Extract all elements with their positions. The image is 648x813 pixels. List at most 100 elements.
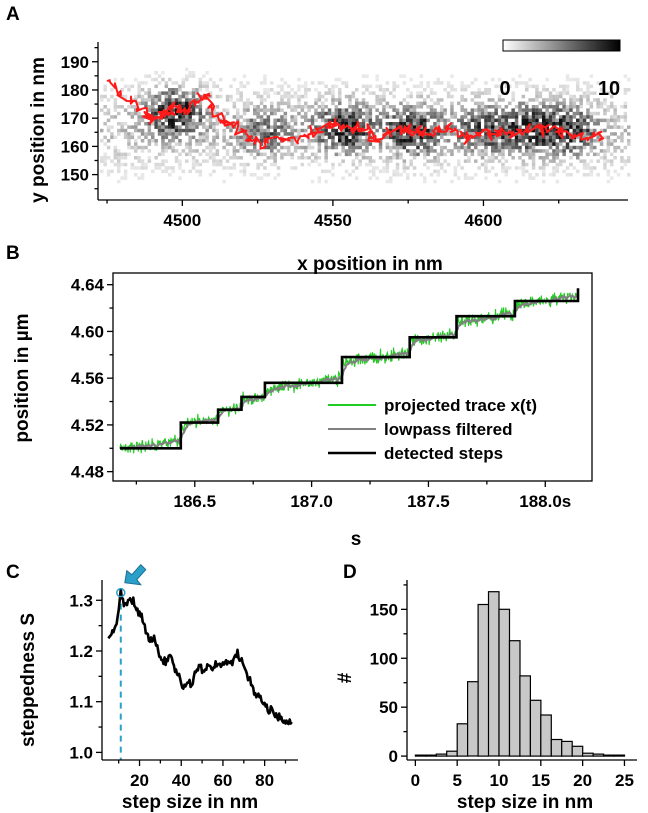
heatmap-cell [174,135,179,140]
heatmap-cell [191,108,196,112]
heatmap-cell [341,149,345,153]
heatmap-cell [324,179,328,184]
heatmap-cell [399,118,403,123]
histogram-bar [508,640,521,757]
heatmap-cell [613,156,617,160]
heatmap-cell [501,156,505,160]
heatmap-cell [293,108,298,112]
heatmap-cell [266,88,271,92]
heatmap-cell [572,122,577,126]
heatmap-cell [406,108,410,112]
heatmap-cell [205,88,209,92]
heatmap-cell [565,91,570,95]
heatmap-cell [225,94,230,99]
heatmap-cell [463,132,468,136]
heatmap-cell [307,105,311,109]
heatmap-cell [341,108,345,112]
heatmap-cell [178,118,182,123]
heatmap-cell [185,77,189,82]
heatmap-cell [412,135,417,140]
heatmap-cell [355,115,359,119]
heatmap-cell [436,139,441,143]
heatmap-cell [426,135,430,140]
heatmap-cell [395,145,400,150]
heatmap-cell [480,105,485,109]
heatmap-cell [535,84,539,89]
heatmap-cell [164,149,169,153]
heatmap-cell [582,139,587,143]
heatmap-cell [171,139,175,143]
heatmap-cell [535,98,539,102]
heatmap-cell [324,149,328,153]
heatmap-cell [467,125,471,129]
heatmap-cell [198,111,203,116]
heatmap-cell [521,111,526,116]
heatmap-cell [161,77,165,82]
heatmap-cell [572,98,577,102]
heatmap-cell [579,159,583,163]
heatmap-cell [331,111,335,116]
heatmap-cell [341,118,345,123]
heatmap-cell [208,145,213,150]
heatmap-cell [100,98,104,102]
heatmap-cell [287,105,291,109]
heatmap-cell [555,156,560,160]
heatmap-cell [525,152,529,157]
heatmap-cell [565,135,570,140]
heatmap-cell [504,105,509,109]
heatmap-cell [535,91,539,95]
heatmap-cell [555,152,560,157]
heatmap-cell [307,88,311,92]
heatmap-cell [511,125,515,129]
heatmap-cell [324,132,328,136]
heatmap-cell [497,77,502,82]
heatmap-cell [100,94,104,99]
heatmap-cell [538,166,543,170]
heatmap-cell [511,77,515,82]
heatmap-cell [297,84,301,89]
heatmap-cell [423,176,427,180]
heatmap-cell [198,162,203,167]
heatmap-cell [372,125,376,129]
heatmap-cell [232,105,237,109]
heatmap-cell [514,81,519,85]
heatmap-cell [242,84,247,89]
heatmap-cell [372,169,376,174]
heatmap-cell [331,128,335,133]
heatmap-cell [446,162,451,167]
heatmap-cell [202,139,206,143]
heatmap-cell [239,162,243,167]
heatmap-cell [178,84,182,89]
heatmap-cell [548,132,553,136]
heatmap-cell [535,105,539,109]
heatmap-cell [338,135,342,140]
heatmap-cell [474,94,478,99]
histogram-bar [613,754,626,757]
heatmap-cell [395,156,400,160]
heatmap-cell [290,156,294,160]
heatmap-cell [368,176,373,180]
heatmap-cell [266,128,271,133]
heatmap-cell [161,128,165,133]
heatmap-cell [402,74,407,78]
heatmap-cell [331,115,335,119]
heatmap-cell [623,74,628,78]
heatmap-cell [572,166,577,170]
heatmap-cell [253,125,257,129]
histogram-bar [550,738,563,757]
heatmap-cell [450,132,454,136]
heatmap-cell [256,111,260,116]
heatmap-cell [321,115,325,119]
heatmap-cell [259,128,264,133]
heatmap-cell [378,84,383,89]
heatmap-cell [565,84,570,89]
heatmap-cell [178,132,182,136]
heatmap-cell [239,142,243,146]
heatmap-cell [474,77,478,82]
heatmap-cell [457,159,461,163]
heatmap-cell [542,179,546,184]
heatmap-cell [406,122,410,126]
heatmap-cell [497,135,502,140]
heatmap-cell [290,139,294,143]
heatmap-cell [164,84,169,89]
